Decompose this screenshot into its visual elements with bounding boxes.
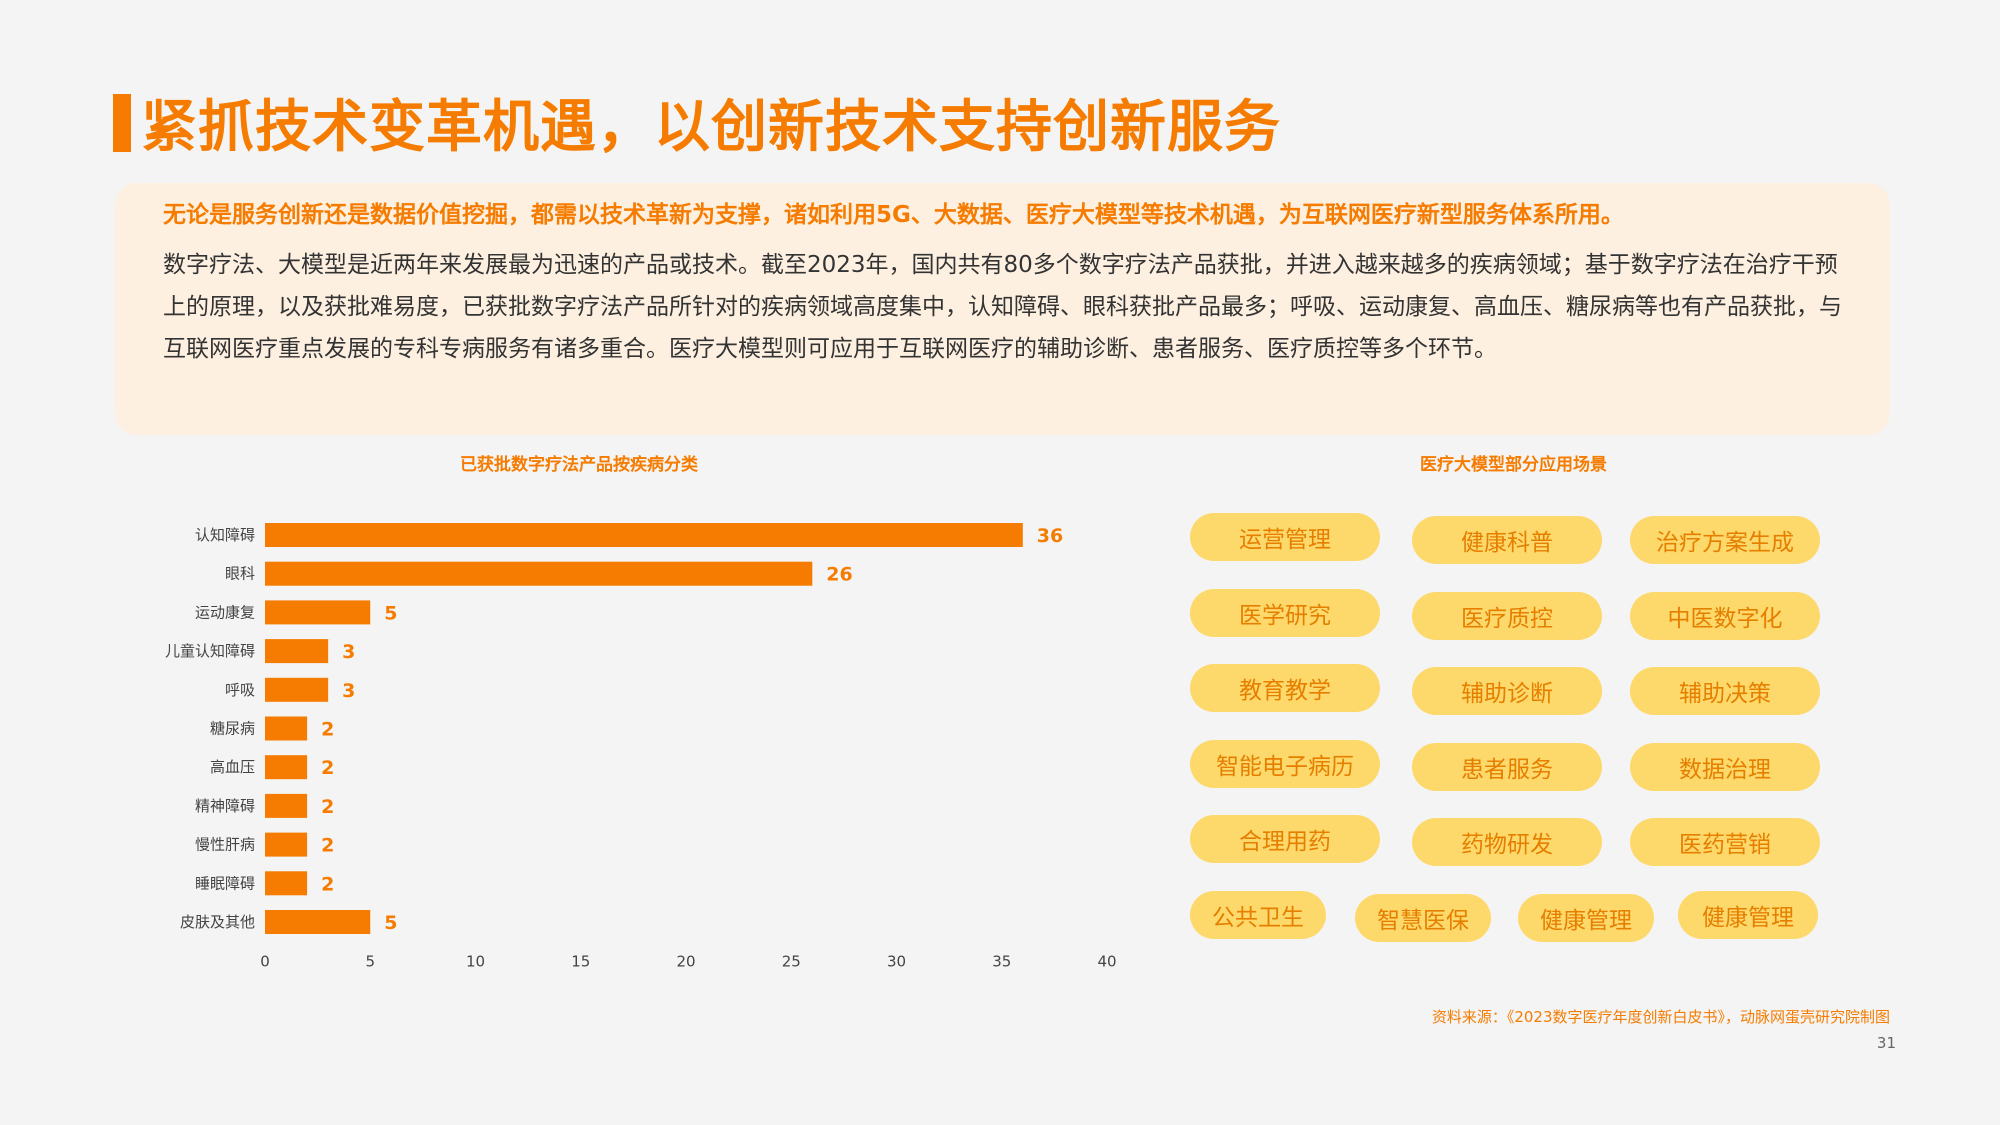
x-tick-label: 30 bbox=[887, 953, 906, 971]
scene-pill: 公共卫生 bbox=[1190, 891, 1326, 939]
category-label: 皮肤及其他 bbox=[180, 913, 255, 931]
scene-pill: 医药营销 bbox=[1630, 818, 1820, 866]
scene-pill: 健康管理 bbox=[1518, 894, 1654, 942]
bar-chart: 认知障碍 36 眼科 26 运动康复 5 儿童认知障碍 3 呼吸 3 糖尿病 2 高血压 2 精神障碍 2 慢性… bbox=[165, 523, 1117, 971]
category-label: 认知障碍 bbox=[195, 526, 255, 544]
bar bbox=[265, 716, 308, 741]
x-tick-label: 10 bbox=[466, 953, 485, 971]
bar bbox=[265, 755, 308, 780]
category-label: 高血压 bbox=[210, 758, 255, 776]
summary-panel: 无论是服务创新还是数据价值挖掘，都需以技术革新为支撑，诸如利用5G、大数据、医疗… bbox=[115, 183, 1890, 435]
value-label: 36 bbox=[1037, 525, 1063, 547]
bar bbox=[265, 793, 308, 818]
category-label: 儿童认知障碍 bbox=[165, 642, 255, 660]
value-label: 2 bbox=[321, 796, 334, 818]
bar bbox=[265, 639, 329, 664]
scene-pill: 教育教学 bbox=[1190, 664, 1380, 712]
lead-text: 无论是服务创新还是数据价值挖掘，都需以技术革新为支撑，诸如利用5G、大数据、医疗… bbox=[163, 202, 1624, 228]
chart-title: 已获批数字疗法产品按疾病分类 bbox=[460, 455, 698, 475]
bar bbox=[265, 910, 371, 934]
scene-pill: 医疗质控 bbox=[1412, 592, 1602, 640]
scene-pill: 药物研发 bbox=[1412, 818, 1602, 866]
value-label: 5 bbox=[384, 602, 397, 624]
scene-title: 医疗大模型部分应用场景 bbox=[1420, 455, 1607, 475]
bar bbox=[265, 600, 371, 625]
value-label: 2 bbox=[321, 873, 334, 895]
x-tick-label: 20 bbox=[676, 953, 695, 971]
x-tick-label: 25 bbox=[782, 953, 801, 971]
body-text: 数字疗法、大模型是近两年来发展最为迅速的产品或技术。截至2023年，国内共有80… bbox=[163, 251, 1842, 362]
title-accent-bar bbox=[113, 93, 131, 152]
scene-pill: 中医数字化 bbox=[1630, 592, 1820, 640]
x-tick-label: 15 bbox=[571, 953, 590, 971]
page-number: 31 bbox=[1876, 1034, 1896, 1052]
value-label: 26 bbox=[826, 564, 852, 586]
value-label: 5 bbox=[384, 912, 397, 934]
x-tick-label: 5 bbox=[365, 953, 375, 971]
scene-pill: 辅助诊断 bbox=[1412, 667, 1602, 715]
scene-pill: 运营管理 bbox=[1190, 513, 1380, 561]
scene-pill: 医学研究 bbox=[1190, 589, 1380, 637]
x-tick-label: 40 bbox=[1097, 953, 1116, 971]
bar bbox=[265, 677, 329, 702]
value-label: 2 bbox=[321, 757, 334, 779]
scene-pill: 辅助决策 bbox=[1630, 667, 1820, 715]
scene-pill: 健康科普 bbox=[1412, 516, 1602, 564]
bar bbox=[265, 871, 308, 896]
source-note: 资料来源：《2023数字医疗年度创新白皮书》，动脉网蛋壳研究院制图 bbox=[1431, 1008, 1890, 1026]
category-label: 眼科 bbox=[225, 565, 255, 583]
scene-pill: 健康管理 bbox=[1678, 891, 1818, 939]
value-label: 2 bbox=[321, 835, 334, 857]
scene-pill: 数据治理 bbox=[1630, 743, 1820, 791]
category-label: 糖尿病 bbox=[210, 720, 255, 738]
bar bbox=[265, 832, 308, 857]
bar bbox=[265, 561, 813, 586]
category-label: 呼吸 bbox=[225, 681, 255, 699]
category-label: 睡眠障碍 bbox=[195, 874, 255, 892]
value-label: 2 bbox=[321, 719, 334, 741]
category-label: 慢性肝病 bbox=[195, 836, 255, 854]
x-tick-label: 0 bbox=[260, 953, 270, 971]
title-block: 紧抓技术变革机遇，以创新技术支持创新服务 bbox=[113, 82, 1281, 163]
scene-pill: 智慧医保 bbox=[1355, 894, 1491, 942]
value-label: 3 bbox=[342, 680, 355, 702]
scene-pill: 治疗方案生成 bbox=[1630, 516, 1820, 564]
value-label: 3 bbox=[342, 641, 355, 663]
scene-pill: 智能电子病历 bbox=[1190, 740, 1380, 788]
scene-pill: 合理用药 bbox=[1190, 815, 1380, 863]
category-label: 精神障碍 bbox=[195, 797, 255, 815]
category-label: 运动康复 bbox=[195, 603, 255, 621]
bar bbox=[265, 523, 1023, 547]
x-tick-label: 35 bbox=[992, 953, 1011, 971]
page-title: 紧抓技术变革机遇，以创新技术支持创新服务 bbox=[141, 95, 1281, 160]
scene-pill: 患者服务 bbox=[1412, 743, 1602, 791]
